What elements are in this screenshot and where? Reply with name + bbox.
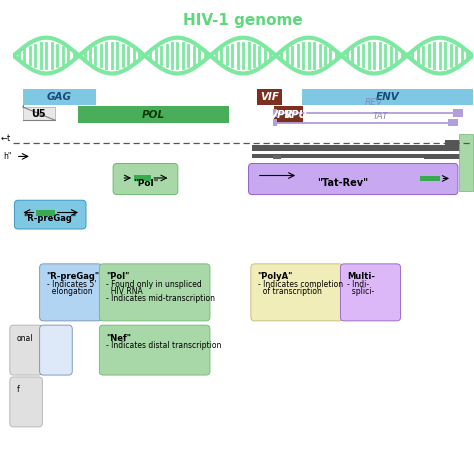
Text: "R-preGag": "R-preGag" (46, 273, 100, 282)
Text: - Indicates completion: - Indicates completion (258, 280, 343, 289)
Text: - Indicates mid-transcription: - Indicates mid-transcription (106, 294, 215, 303)
Text: - Indi-: - Indi- (347, 280, 369, 289)
Text: splici-: splici- (347, 287, 374, 296)
Text: ENV: ENV (375, 92, 399, 102)
FancyBboxPatch shape (100, 325, 210, 375)
Text: "PolyA": "PolyA" (258, 273, 293, 282)
Text: onal: onal (17, 334, 33, 343)
FancyBboxPatch shape (100, 264, 210, 321)
FancyBboxPatch shape (420, 175, 440, 182)
FancyBboxPatch shape (273, 109, 276, 117)
FancyBboxPatch shape (134, 175, 151, 181)
Text: TAT: TAT (373, 111, 388, 120)
Text: h": h" (3, 152, 11, 161)
Text: elongation: elongation (46, 287, 92, 296)
Text: "Pol": "Pol" (106, 273, 129, 282)
Text: HIV RNA: HIV RNA (106, 287, 143, 296)
Text: GAG: GAG (47, 92, 72, 102)
FancyBboxPatch shape (251, 264, 343, 321)
FancyBboxPatch shape (78, 107, 229, 123)
FancyBboxPatch shape (257, 89, 282, 105)
FancyBboxPatch shape (40, 264, 102, 321)
Text: REV: REV (365, 99, 383, 108)
FancyBboxPatch shape (424, 155, 470, 159)
FancyBboxPatch shape (302, 89, 473, 105)
Text: VIF: VIF (260, 92, 279, 102)
FancyBboxPatch shape (448, 119, 458, 127)
Text: "Pol": "Pol" (133, 179, 158, 188)
FancyBboxPatch shape (23, 89, 96, 105)
FancyBboxPatch shape (14, 200, 86, 229)
Text: - Indicates distal transcription: - Indicates distal transcription (106, 341, 222, 350)
FancyBboxPatch shape (274, 107, 289, 123)
Text: "R-preGag": "R-preGag" (24, 214, 77, 223)
FancyBboxPatch shape (340, 264, 401, 321)
FancyBboxPatch shape (23, 107, 55, 120)
FancyBboxPatch shape (10, 325, 42, 375)
FancyBboxPatch shape (459, 134, 473, 191)
FancyBboxPatch shape (10, 377, 42, 427)
Text: - Found only in unspliced: - Found only in unspliced (106, 280, 202, 289)
Text: U5: U5 (31, 109, 46, 118)
FancyBboxPatch shape (252, 154, 461, 158)
FancyBboxPatch shape (113, 164, 178, 195)
Text: - Indicates 5': - Indicates 5' (46, 280, 96, 289)
Text: ←t: ←t (1, 134, 11, 143)
FancyBboxPatch shape (36, 210, 55, 216)
Text: f: f (17, 385, 19, 394)
FancyBboxPatch shape (445, 140, 473, 146)
Text: VPU: VPU (283, 109, 307, 120)
Text: HIV-1 genome: HIV-1 genome (183, 13, 303, 28)
Text: Multi-: Multi- (347, 273, 375, 282)
Text: of transcription: of transcription (258, 287, 322, 296)
FancyBboxPatch shape (273, 119, 276, 127)
FancyBboxPatch shape (252, 145, 473, 151)
FancyBboxPatch shape (288, 107, 303, 123)
Text: VPR: VPR (269, 109, 293, 120)
Text: "Tat-Rev": "Tat-Rev" (318, 178, 369, 188)
Text: "Nef": "Nef" (106, 334, 131, 343)
Text: POL: POL (142, 109, 165, 120)
FancyBboxPatch shape (273, 155, 281, 159)
FancyBboxPatch shape (248, 164, 458, 195)
FancyBboxPatch shape (453, 109, 463, 117)
FancyBboxPatch shape (40, 325, 72, 375)
